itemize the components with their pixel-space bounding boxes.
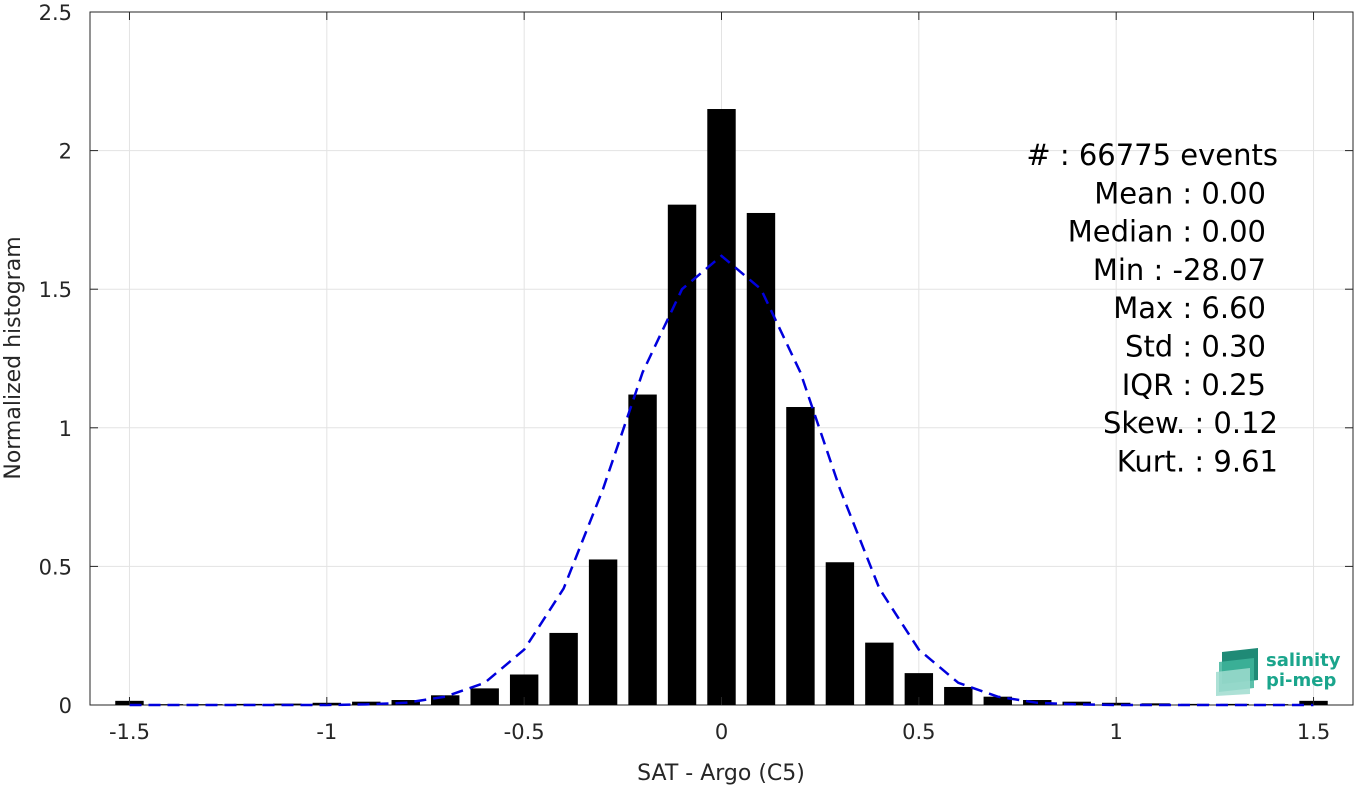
stat-line: Mean : 0.00 xyxy=(1094,176,1266,210)
y-tick-label: 0.5 xyxy=(39,555,72,579)
x-tick-label: 0 xyxy=(715,720,728,744)
bar-series xyxy=(115,109,1328,706)
histogram-bar xyxy=(470,688,499,705)
stat-line: Std : 0.30 xyxy=(1125,330,1266,364)
x-tick-label: 0.5 xyxy=(902,720,935,744)
histogram-bar xyxy=(549,632,578,705)
stat-line: IQR : 0.25 xyxy=(1122,368,1266,402)
histogram-bar xyxy=(746,212,776,705)
axes-ticks: -1.5 -1 -0.5 0 0.5 1 1.5 0 0.5 1 1.5 2 2.5 xyxy=(39,1,1353,744)
x-axis-label: SAT - Argo (C5) xyxy=(637,761,805,786)
histogram-bar xyxy=(786,407,815,705)
x-tick-label: -1.5 xyxy=(109,720,150,744)
histogram-bar xyxy=(865,642,894,705)
stats-annotation: # : 66775 events Mean : 0.00 Median : 0.00… xyxy=(1026,138,1278,478)
y-tick-label: 2 xyxy=(59,140,72,164)
stat-line: Median : 0.00 xyxy=(1068,215,1266,249)
stat-line: Skew. : 0.12 xyxy=(1103,406,1278,440)
histogram-bar xyxy=(1220,703,1249,705)
x-tick-label: 1.5 xyxy=(1297,720,1330,744)
histogram-bar xyxy=(431,695,460,705)
histogram-bar xyxy=(1062,701,1091,705)
logo-line2: pi-mep xyxy=(1266,670,1336,691)
logo-waves-icon xyxy=(1216,648,1258,696)
stat-line: Max : 6.60 xyxy=(1113,291,1266,325)
y-tick-label: 1.5 xyxy=(39,278,72,302)
logo-line1: salinity xyxy=(1266,650,1341,671)
stat-line: Kurt. : 9.61 xyxy=(1117,444,1278,478)
x-tick-label: -0.5 xyxy=(504,720,545,744)
histogram-bar xyxy=(588,559,618,705)
histogram-bar xyxy=(825,562,855,705)
stat-line: Min : -28.07 xyxy=(1093,253,1266,287)
histogram-bar xyxy=(707,109,736,705)
y-tick-label: 0 xyxy=(59,694,72,718)
y-axis-label: Normalized histogram xyxy=(1,236,26,479)
y-tick-label: 2.5 xyxy=(39,1,72,25)
histogram-bar xyxy=(944,686,973,705)
histogram-bar xyxy=(1180,703,1210,705)
histogram-bar xyxy=(983,696,1012,705)
stat-line: # : 66775 events xyxy=(1026,138,1278,172)
y-tick-label: 1 xyxy=(59,417,72,441)
x-tick-label: 1 xyxy=(1110,720,1123,744)
salinity-pi-mep-logo: salinity pi-mep xyxy=(1216,648,1341,696)
x-tick-label: -1 xyxy=(316,720,337,744)
histogram-bar xyxy=(1141,703,1170,705)
histogram-bar xyxy=(628,394,657,705)
